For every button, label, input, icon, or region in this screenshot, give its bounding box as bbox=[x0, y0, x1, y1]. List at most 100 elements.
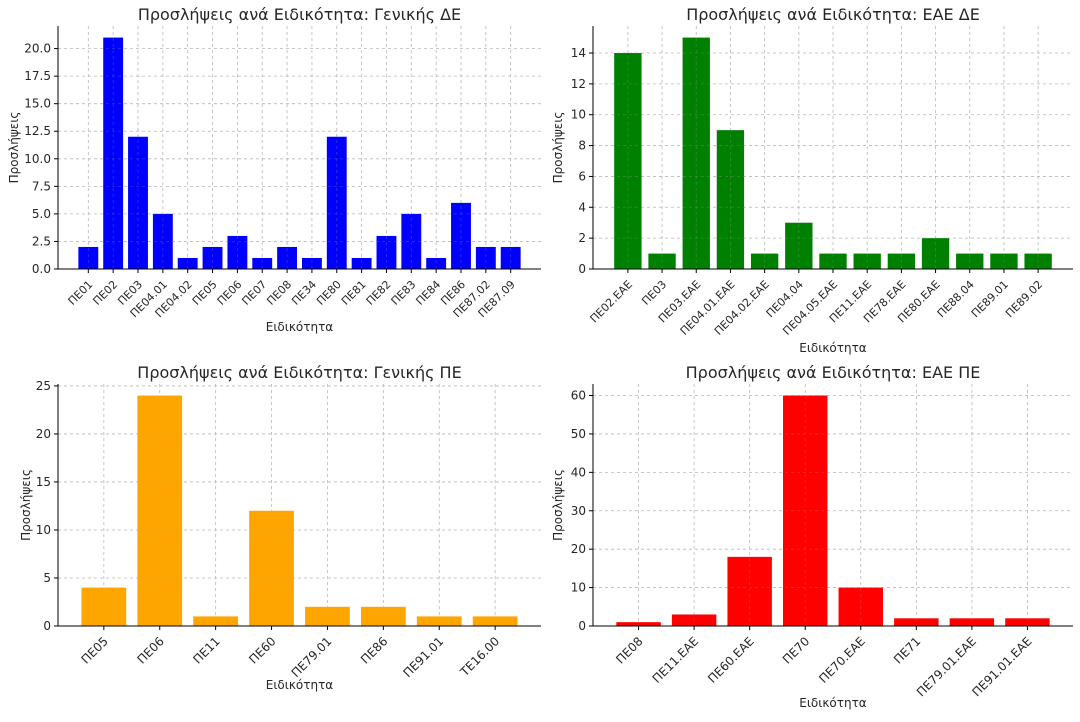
bar-ΠΕ80.ΕΑΕ bbox=[921, 238, 950, 269]
x-tick-label: ΠΕ02 bbox=[90, 278, 120, 308]
y-tick-label: 2.5 bbox=[32, 234, 51, 248]
x-tick-label: ΠΕ89.02 bbox=[1003, 278, 1045, 320]
chart-title: Προσλήψεις ανά Ειδικότητα: ΕΑΕ ΠΕ bbox=[686, 363, 981, 382]
bar-ΠΕ86 bbox=[360, 606, 406, 626]
x-tick-label: ΠΕ83 bbox=[389, 278, 419, 308]
y-axis-label: Προσλήψεις bbox=[551, 469, 565, 541]
bar-ΠΕ91.01.ΕΑΕ bbox=[1005, 618, 1050, 626]
x-axis-label: Ειδικότητα bbox=[266, 678, 334, 692]
gridlines-overlay bbox=[593, 384, 1073, 627]
chart-title: Προσλήψεις ανά Ειδικότητα: Γενικής ΠΕ bbox=[137, 363, 461, 382]
bar-ΠΕ03 bbox=[648, 253, 676, 269]
y-tick-label: 40 bbox=[571, 465, 586, 479]
y-tick-label: 0.0 bbox=[32, 262, 51, 276]
x-tick-label: ΠΕ70 bbox=[780, 634, 812, 666]
x-tick-label: ΠΕ02.ΕΑΕ bbox=[588, 278, 636, 326]
y-tick-label: 15.0 bbox=[24, 97, 51, 111]
y-tick-label: 60 bbox=[571, 389, 586, 403]
x-tick-label: ΠΕ08 bbox=[264, 278, 294, 308]
x-tick-label: ΤΕ16.00 bbox=[457, 634, 502, 679]
y-tick-label: 0 bbox=[578, 262, 586, 276]
x-tick-label: ΠΕ11.ΕΑΕ bbox=[650, 634, 702, 686]
bar-ΤΕ16.00 bbox=[472, 616, 518, 626]
x-tick-label: ΠΕ05 bbox=[190, 278, 220, 308]
x-tick-label: ΠΕ60 bbox=[246, 634, 278, 666]
bar-ΠΕ11.ΕΑΕ bbox=[671, 614, 717, 626]
bar-ΠΕ11 bbox=[193, 616, 239, 626]
gridlines-overlay bbox=[58, 26, 541, 270]
x-tick-label: ΠΕ79.01 bbox=[289, 634, 335, 680]
gridlines-overlay bbox=[58, 384, 541, 627]
bar-ΠΕ03.ΕΑΕ bbox=[682, 37, 710, 270]
x-tick-label: ΠΕ86 bbox=[358, 634, 390, 666]
y-tick-label: 0 bbox=[43, 619, 51, 633]
bar-ΠΕ60 bbox=[249, 510, 294, 626]
y-tick-label: 5.0 bbox=[32, 207, 51, 221]
x-tick-label: ΠΕ81 bbox=[339, 278, 369, 308]
gridlines bbox=[58, 384, 541, 627]
bar-ΠΕ70 bbox=[783, 395, 828, 626]
gridlines-overlay bbox=[593, 26, 1073, 270]
bar-ΠΕ04.01.ΕΑΕ bbox=[716, 130, 745, 269]
bar-ΠΕ79.01 bbox=[305, 606, 350, 626]
bar-ΠΕ71 bbox=[894, 618, 939, 626]
bar-ΠΕ06 bbox=[137, 395, 183, 626]
bar-ΠΕ87.09 bbox=[500, 246, 521, 269]
x-tick-label: ΠΕ08 bbox=[613, 634, 645, 666]
y-axis-label: Προσλήψεις bbox=[551, 112, 565, 184]
x-tick-label: ΠΕ82 bbox=[364, 278, 394, 308]
gridlines bbox=[593, 384, 1073, 627]
x-tick-label: ΠΕ34 bbox=[289, 278, 319, 308]
x-axis-label: Ειδικότητα bbox=[799, 696, 867, 710]
y-tick-label: 25 bbox=[36, 379, 51, 393]
x-tick-label: ΠΕ05 bbox=[79, 634, 111, 666]
x-tick-label: ΠΕ07 bbox=[239, 278, 269, 308]
y-tick-label: 0 bbox=[578, 619, 586, 633]
y-axis-label: Προσλήψεις bbox=[7, 112, 21, 184]
x-tick-label: ΠΕ06 bbox=[134, 634, 166, 666]
y-tick-label: 15 bbox=[36, 475, 51, 489]
bar-ΠΕ02 bbox=[103, 37, 124, 270]
bar-ΠΕ87.02 bbox=[475, 246, 496, 269]
bar-ΠΕ04.05.ΕΑΕ bbox=[819, 253, 847, 269]
bar-ΠΕ83 bbox=[401, 213, 422, 269]
bar-ΠΕ05 bbox=[81, 587, 127, 626]
x-tick-label: ΠΕ70.ΕΑΕ bbox=[816, 634, 868, 686]
y-tick-label: 8 bbox=[578, 139, 586, 153]
y-tick-label: 10 bbox=[571, 108, 586, 122]
bar-ΠΕ70.ΕΑΕ bbox=[838, 587, 883, 626]
y-tick-label: 6 bbox=[578, 169, 586, 183]
y-tick-label: 20 bbox=[36, 427, 51, 441]
y-tick-label: 20 bbox=[571, 542, 586, 556]
y-tick-label: 14 bbox=[571, 46, 586, 60]
x-tick-label: ΠΕ03 bbox=[639, 278, 669, 308]
y-tick-label: 4 bbox=[578, 200, 586, 214]
y-tick-label: 10.0 bbox=[24, 152, 51, 166]
chart-title: Προσλήψεις ανά Ειδικότητα: ΕΑΕ ΔΕ bbox=[686, 5, 980, 24]
bar-ΠΕ08 bbox=[277, 246, 298, 269]
x-tick-label: ΠΕ01 bbox=[66, 278, 96, 308]
bar-ΠΕ89.02 bbox=[1024, 253, 1052, 269]
bar-ΠΕ78.ΕΑΕ bbox=[887, 253, 916, 269]
y-axis-label: Προσλήψεις bbox=[19, 469, 33, 541]
bar-ΠΕ08 bbox=[616, 622, 661, 626]
y-tick-label: 7.5 bbox=[32, 179, 51, 193]
bar-ΠΕ81 bbox=[351, 257, 372, 269]
chart-general-de: 0.0 2.5 5.0 7.5 10.0 12.5 15.0 17.5 20.0 ΠΕ01ΠΕ02… bbox=[7, 5, 541, 334]
bar-ΠΕ04.02.ΕΑΕ bbox=[750, 253, 779, 269]
x-tick-label: ΠΕ06 bbox=[215, 278, 245, 308]
bar-ΠΕ86 bbox=[451, 202, 471, 269]
x-tick-label: ΠΕ84 bbox=[413, 278, 443, 308]
y-tick-label: 2 bbox=[578, 231, 586, 245]
bar-ΠΕ03 bbox=[128, 136, 148, 269]
bar-ΠΕ80 bbox=[326, 136, 347, 269]
bar-ΠΕ01 bbox=[78, 246, 99, 269]
chart-general-pe: 0 5 10 15 20 25 ΠΕ05 ΠΕ06 ΠΕ11 ΠΕ60 ΠΕ79.01 ΠΕ86 ΠΕ9… bbox=[19, 363, 541, 692]
bar-ΠΕ84 bbox=[426, 257, 447, 269]
bar-ΠΕ05 bbox=[202, 246, 223, 269]
x-tick-label: ΠΕ71 bbox=[891, 634, 923, 666]
y-tick-label: 17.5 bbox=[24, 69, 51, 83]
y-tick-label: 10 bbox=[36, 523, 51, 537]
